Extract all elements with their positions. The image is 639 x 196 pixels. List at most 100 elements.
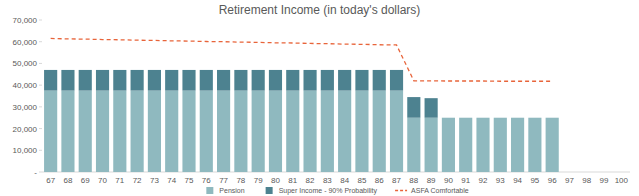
title: Retirement Income (in today's dollars) [219,3,421,17]
bar [563,172,576,173]
bar [442,118,455,172]
x-tick-label: 71 [115,176,124,185]
bar [476,117,489,118]
bar [252,91,265,172]
legend-icon [266,187,273,194]
x-tick-label: 98 [582,176,591,185]
y-tick-label: 20,000 [13,125,38,134]
bar [338,91,351,172]
x-tick-label: 78 [236,176,245,185]
bar [321,70,334,91]
bar [79,70,92,91]
bar [269,70,282,91]
bar [79,91,92,172]
x-tick-label: 99 [600,176,609,185]
x-tick-label: 85 [357,176,366,185]
x-tick-label: 73 [150,176,159,185]
bar [303,70,316,91]
x-tick-label: 89 [427,176,436,185]
line [51,38,553,81]
bar [61,70,74,91]
bar [476,118,489,172]
x-tick-label: 91 [461,176,470,185]
x-tick-label: 80 [271,176,280,185]
y-tick [39,63,42,64]
y-tick [39,41,42,42]
bar [425,98,438,118]
y-tick [39,128,42,129]
bar [442,117,455,118]
bar [113,70,126,91]
legend-icon [395,190,407,191]
x-tick-label: 97 [565,176,574,185]
x-tick-label: 70 [98,176,107,185]
x-tick-label: 88 [409,176,418,185]
x-tick-label: 95 [530,176,539,185]
legend-label: ASFA Comfortable [411,187,469,194]
bar [148,91,161,172]
bar [44,91,57,172]
bar [131,70,144,91]
bar [373,70,386,91]
bar [96,70,109,91]
bar [597,172,610,173]
bar [615,172,628,173]
bar [615,172,628,173]
bar [528,117,541,118]
y-tick-label: 10,000 [13,146,38,155]
x-tick-label: 100 [615,176,629,185]
bar [459,118,472,172]
x-tick-label: 86 [375,176,384,185]
y-tick-label: 60,000 [13,38,38,47]
y-tick-label: 40,000 [13,81,38,90]
bar [355,70,368,91]
bar [200,70,213,91]
x-tick-label: 82 [306,176,315,185]
bar [303,91,316,172]
x-tick-label: 92 [479,176,488,185]
bar [131,91,144,172]
legend-icon [206,187,213,194]
x-tick-label: 84 [340,176,349,185]
x-tick-label: 76 [202,176,211,185]
bar [44,70,57,91]
x-tick-label: 83 [323,176,332,185]
legend-label: Pension [219,187,244,194]
bar [165,70,178,91]
legend: PensionSuper Income - 90% ProbabilityASF… [206,187,468,195]
bar [148,70,161,91]
bar [217,91,230,172]
bar [459,117,472,118]
y-tick [39,85,42,86]
bar [546,117,559,118]
bar [338,70,351,91]
x-tick-label: 67 [46,176,55,185]
bar [580,172,593,173]
x-tick-label: 81 [288,176,297,185]
y-tick [39,172,42,173]
y-tick-label: 30,000 [13,103,38,112]
bar [563,172,576,173]
x-tick-label: 93 [496,176,505,185]
bar [494,118,507,172]
bar [407,118,420,172]
bar [494,117,507,118]
bar [252,70,265,91]
bar [407,97,420,118]
x-axis [42,172,630,173]
x-tick-label: 75 [185,176,194,185]
x-tick-label: 69 [81,176,90,185]
x-tick-label: 79 [254,176,263,185]
y-tick [39,106,42,107]
bar [113,91,126,172]
y-tick-label: 70,000 [13,16,38,25]
bar [511,118,524,172]
bar [182,70,195,91]
x-tick-label: 68 [63,176,72,185]
y-tick-label: 50,000 [13,59,38,68]
x-tick-label: 94 [513,176,522,185]
bar [597,172,610,173]
x-tick-label: 96 [548,176,557,185]
bar [373,91,386,172]
x-tick-label: 77 [219,176,228,185]
